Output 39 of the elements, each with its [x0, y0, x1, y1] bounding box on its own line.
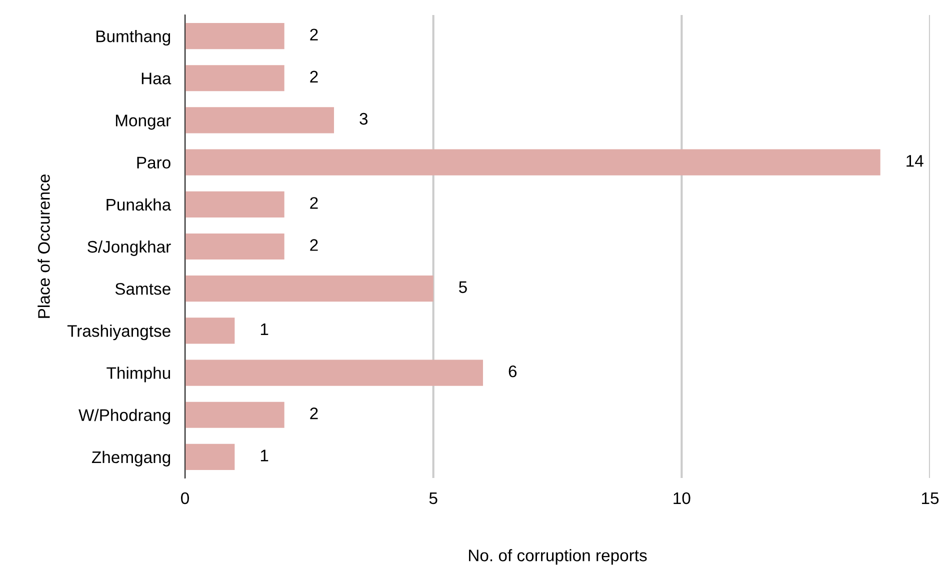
bar	[185, 233, 284, 260]
y-tick-label: Thimphu	[106, 366, 170, 382]
bar	[185, 276, 434, 302]
bar	[185, 444, 235, 470]
y-tick-label: Samtse	[115, 282, 170, 295]
y-tick-label: S/Jongkhar	[88, 240, 171, 256]
x-axis-title: No. of corruption reports	[469, 549, 647, 565]
bar	[185, 107, 334, 134]
data-label: 3	[360, 112, 368, 125]
data-label: 1	[260, 450, 268, 462]
bar	[185, 149, 880, 176]
y-tick-label: Trashiyangtse	[67, 324, 170, 340]
bar	[185, 402, 284, 428]
y-tick-label: Paro	[137, 156, 170, 169]
data-label: 2	[310, 408, 318, 420]
bar	[185, 22, 284, 50]
x-tick-label: 15	[922, 492, 939, 504]
data-label: 1	[260, 324, 268, 335]
y-tick-label: Zhemgang	[92, 450, 170, 466]
data-label: 5	[459, 281, 467, 294]
x-tick-label: 5	[429, 492, 438, 504]
x-tick-label: 10	[674, 492, 690, 504]
data-label: 2	[310, 28, 318, 40]
data-label: 6	[508, 365, 517, 378]
y-tick-label: Mongar	[116, 114, 171, 130]
bar	[185, 191, 284, 218]
bar	[185, 65, 284, 92]
y-tick-label: Punakha	[106, 198, 172, 211]
y-axis-title: Place of Occurence	[38, 174, 50, 318]
y-tick-label: Bumthang	[96, 30, 170, 46]
bar	[185, 318, 235, 344]
data-label: 2	[310, 70, 318, 82]
bar	[185, 360, 483, 386]
data-label: 14	[906, 155, 924, 167]
data-label: 2	[310, 197, 318, 209]
x-tick-label: 0	[181, 492, 189, 504]
y-tick-label: W/Phodrang	[78, 408, 170, 424]
y-tick-label: Haa	[142, 72, 172, 84]
data-label: 2	[310, 239, 318, 251]
